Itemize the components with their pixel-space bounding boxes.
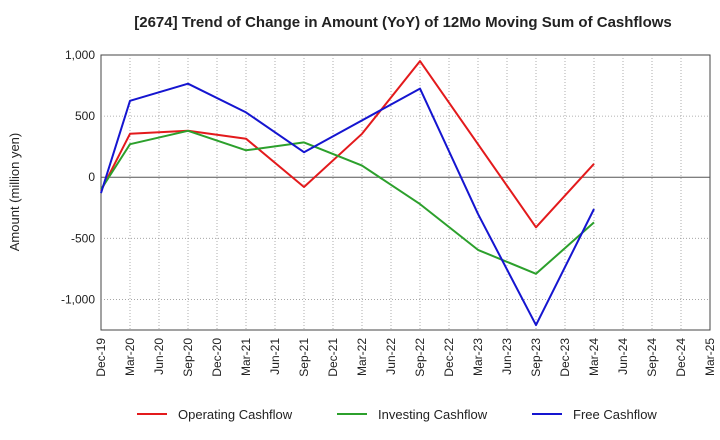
- plot-area: [100, 54, 711, 331]
- x-tick-label: Jun-23: [500, 338, 514, 375]
- legend-item-free-cashflow: Free Cashflow: [532, 407, 657, 422]
- x-tick-label: Mar-24: [587, 338, 601, 376]
- x-tick-label: Sep-23: [529, 338, 543, 377]
- x-tick-label: Dec-20: [210, 338, 224, 377]
- x-tick-label: Dec-19: [94, 338, 108, 377]
- x-tick-label: Jun-21: [268, 338, 282, 375]
- series-line-operating-cashflow: [100, 60, 595, 229]
- y-tick-labels: 1,000 500 0 -500 -1,000: [61, 48, 95, 306]
- x-tick-label: Mar-21: [239, 338, 253, 376]
- x-tick-label: Mar-23: [471, 338, 485, 376]
- x-tick-label: Dec-22: [442, 338, 456, 377]
- y-tick-label: 1,000: [65, 48, 95, 62]
- legend-label: Operating Cashflow: [178, 407, 293, 422]
- x-tick-label: Jun-24: [616, 338, 630, 375]
- x-tick-label: Dec-24: [674, 338, 688, 377]
- y-tick-label: 500: [75, 109, 95, 123]
- legend-item-investing-cashflow: Investing Cashflow: [337, 407, 488, 422]
- x-tick-label: Jun-20: [152, 338, 166, 375]
- y-axis-label: Amount (million yen): [7, 133, 22, 252]
- chart-title: [2674] Trend of Change in Amount (YoY) o…: [134, 14, 672, 31]
- x-tick-label: Mar-20: [123, 338, 137, 376]
- x-tick-label: Sep-20: [181, 338, 195, 377]
- y-tick-label: -1,000: [61, 292, 95, 306]
- y-tick-label: 0: [88, 170, 95, 184]
- x-tick-label: Mar-25: [703, 338, 717, 376]
- legend: Operating Cashflow Investing Cashflow Free…: [137, 407, 657, 422]
- series-line-investing-cashflow: [100, 129, 595, 275]
- x-tick-label: Sep-22: [413, 338, 427, 377]
- y-tick-label: -500: [71, 231, 95, 245]
- legend-item-operating-cashflow: Operating Cashflow: [137, 407, 293, 422]
- series-lines: [100, 60, 595, 327]
- x-tick-label: Jun-22: [384, 338, 398, 375]
- x-tick-label: Dec-23: [558, 338, 572, 377]
- x-tick-label: Dec-21: [326, 338, 340, 377]
- legend-label: Free Cashflow: [573, 407, 657, 422]
- x-tick-label: Sep-21: [297, 338, 311, 377]
- x-tick-label: Sep-24: [645, 338, 659, 377]
- x-tick-labels: Dec-19 Mar-20 Jun-20 Sep-20 Dec-20 Mar-21 Jun-…: [94, 338, 717, 377]
- legend-label: Investing Cashflow: [378, 407, 488, 422]
- x-tick-label: Mar-22: [355, 338, 369, 376]
- series-line-free-cashflow: [100, 82, 595, 327]
